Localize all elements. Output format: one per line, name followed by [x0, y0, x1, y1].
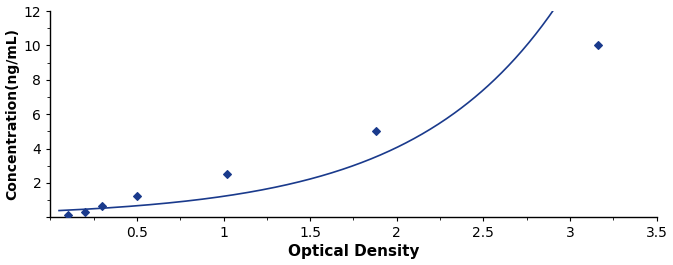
X-axis label: Optical Density: Optical Density [287, 244, 419, 259]
Y-axis label: Concentration(ng/mL): Concentration(ng/mL) [5, 28, 20, 200]
